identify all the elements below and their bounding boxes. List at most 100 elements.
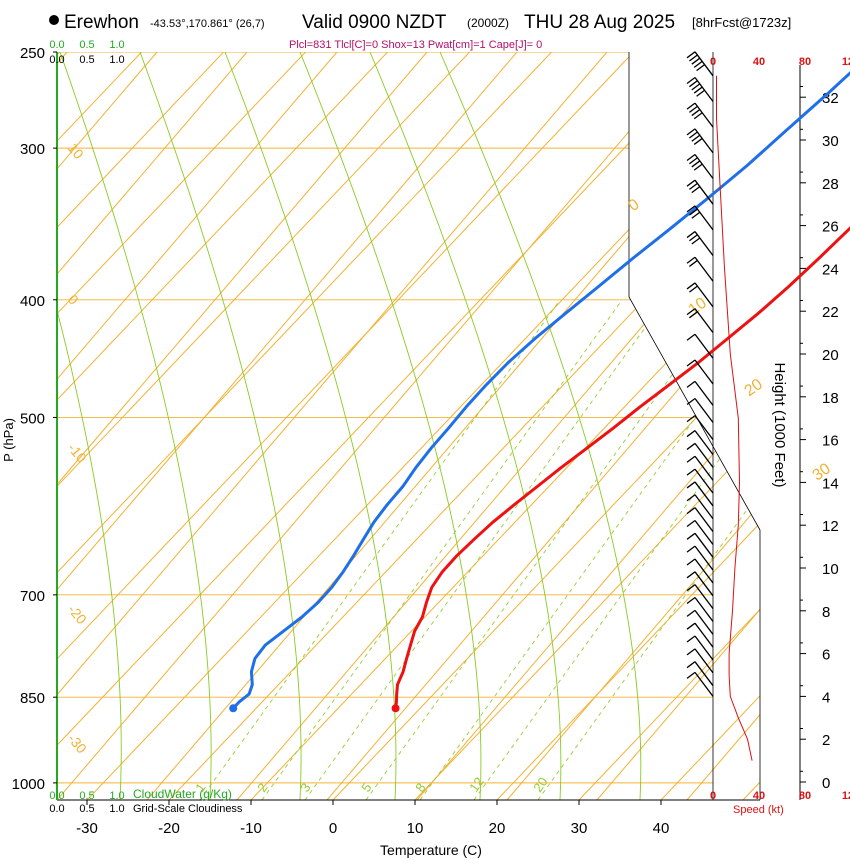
dewpoint-trace (232, 71, 850, 710)
wind-barb-flag (693, 60, 703, 68)
temperature-tick-label: 10 (407, 820, 424, 837)
wind-barb-shaft (694, 231, 714, 256)
cloudiness-tick-bottom: 0.5 (79, 803, 94, 815)
wind-barb-shaft (694, 584, 714, 610)
wind-barb-shaft (694, 532, 714, 558)
wind-barb-flag (691, 237, 701, 245)
wind-barb-shaft (694, 507, 714, 533)
wind-barb-flag (686, 308, 696, 316)
temperature-tick-label: 30 (571, 820, 588, 837)
wind-barb-flag (689, 80, 698, 88)
wind-barb (686, 571, 714, 597)
wind-barb (686, 545, 714, 571)
wind-barb-shaft (694, 672, 714, 697)
wind-barb (686, 179, 714, 205)
height-tick-label: 14 (822, 475, 839, 492)
valid-time: Valid 0900 NZDT (302, 12, 447, 33)
mixing-ratio-label: 12 (466, 774, 487, 794)
wind-barb-shaft (694, 455, 714, 481)
wind-barb-flag (686, 648, 696, 656)
wind-barb (686, 584, 714, 610)
wind-barb (686, 128, 714, 154)
wind-barb-shaft (694, 256, 714, 282)
plot-background (57, 52, 760, 800)
wind-barb (686, 415, 714, 440)
wind-barb (686, 494, 714, 520)
temperature-tick-label: 40 (653, 820, 670, 837)
cloud-water-tick-top: 0.5 (79, 39, 94, 51)
isotherm-line (57, 52, 716, 800)
dry-adiabat-line (57, 52, 248, 800)
wind-barb-shaft (694, 154, 714, 179)
wind-barb-shaft (694, 597, 714, 622)
cloudiness-label: Grid-Scale Cloudiness (133, 803, 243, 815)
wind-barb-shaft (694, 179, 714, 205)
wind-barb-shaft (694, 520, 714, 545)
wind-barb (686, 661, 714, 687)
mixing-ratio-label: 5 (358, 780, 374, 795)
temperature-tick-label: -10 (240, 820, 262, 837)
wind-barb-shaft (694, 333, 714, 359)
dry-adiabat-line (57, 52, 338, 800)
wind-barb-flag (691, 109, 701, 117)
speed-tick-label-top: 40 (753, 56, 765, 68)
wind-barb-flag (686, 661, 696, 669)
wind-barb-shaft (694, 380, 714, 406)
pressure-tick-label: 1000 (12, 776, 45, 793)
wind-barb-flag (686, 333, 696, 341)
wind-barb-flag (686, 76, 696, 85)
wind-barb-flag (686, 205, 696, 213)
wind-barb-flag (686, 256, 696, 264)
dry-adiabat-line (326, 52, 760, 800)
isotherm-label: -20 (65, 601, 90, 627)
wind-barb (686, 430, 714, 455)
wind-barb-flag (693, 137, 703, 145)
height-tick-label: 24 (822, 261, 839, 278)
wind-barb-flag (686, 622, 696, 630)
wind-barb-flag (686, 532, 696, 540)
y-axis-title: P (hPa) (1, 418, 16, 462)
speed-axis-label: Speed (kt) (733, 804, 784, 816)
wind-barb-flag (686, 671, 696, 679)
wind-barb-shaft (694, 102, 714, 128)
height-tick-label: 6 (822, 647, 830, 664)
wind-barb-flag (686, 571, 696, 579)
wind-barb-flag (689, 157, 698, 165)
wind-barb-flag (686, 154, 696, 162)
wind-barb (686, 596, 714, 622)
height-axis-title: Height (1000 Feet) (771, 362, 788, 487)
mixing-ratio-line (261, 299, 623, 800)
wind-barb-flag (693, 163, 703, 171)
wind-barb (686, 609, 714, 635)
wind-barb-shaft (694, 545, 714, 571)
wind-barb-flag (686, 359, 696, 367)
wind-barb-flag (686, 231, 696, 239)
wind-barb-flag (686, 380, 696, 388)
speed-tick-label-bottom: 0 (710, 790, 716, 802)
cloud-water-tick-top: 0.0 (49, 39, 64, 51)
wind-barb-shaft (694, 77, 714, 102)
pressure-tick-label: 700 (20, 588, 45, 605)
mixing-ratio-line (304, 299, 666, 800)
wind-barb (686, 51, 714, 77)
wind-barb-flag (686, 282, 696, 290)
cloudiness-tick-bottom: 0.0 (49, 803, 64, 815)
header: Erewhon -43.53°,170.861° (26,7) Valid 09… (49, 12, 791, 51)
wind-barb-flag (686, 584, 696, 592)
wind-barb-shaft (694, 481, 714, 507)
wind-barb (686, 333, 714, 359)
wind-barb (686, 558, 714, 584)
wind-barb-flag (689, 131, 698, 139)
dry-adiabat-line (506, 52, 760, 800)
wind-barb-flag (686, 430, 696, 438)
wind-barb-flag (686, 397, 696, 406)
wind-barb-flag (686, 51, 696, 59)
isotherm-label: -30 (65, 731, 90, 757)
wind-barb-shaft (694, 128, 714, 154)
height-tick-label: 16 (822, 433, 839, 450)
saturated-adiabat-line (439, 52, 642, 800)
wind-barb-flag (691, 186, 701, 194)
cloudiness-tick-top: 0.5 (79, 54, 94, 66)
wind-barb-flag (696, 64, 705, 72)
